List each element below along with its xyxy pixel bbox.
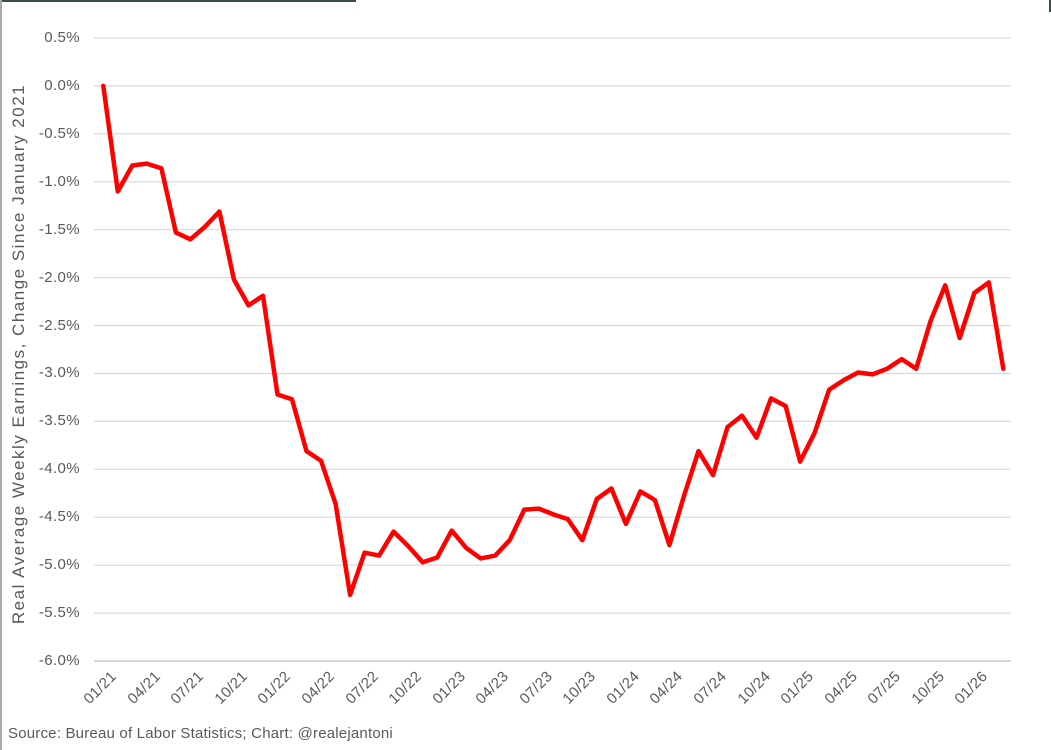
y-tick-label: -1.5% [38, 220, 80, 238]
y-tick-label: -2.0% [38, 268, 80, 286]
y-tick-label: -2.5% [38, 316, 80, 334]
y-tick-label: -1.0% [38, 172, 80, 190]
window-edge-corner [1049, 0, 1051, 12]
y-tick-label: 0.5% [44, 29, 80, 46]
data-line-series [101, 83, 1006, 598]
y-tick-label: -3.0% [38, 364, 80, 382]
source-note: Source: Bureau of Labor Statistics; Char… [8, 725, 393, 742]
y-tick-label: -5.5% [38, 604, 80, 622]
y-tick-label: -6.0% [38, 652, 80, 669]
y-tick-label: -4.5% [38, 508, 80, 526]
window-edge-left [0, 0, 2, 750]
y-axis-title: Real Average Weekly Earnings, Change Sin… [9, 83, 28, 625]
y-tick-label: 0.0% [44, 76, 80, 94]
window-edge-top [0, 0, 356, 2]
y-tick-label: -4.0% [38, 460, 80, 478]
y-tick-label: -5.0% [38, 556, 80, 574]
y-tick-label: -0.5% [38, 124, 80, 142]
y-tick-label: -3.5% [38, 412, 80, 430]
